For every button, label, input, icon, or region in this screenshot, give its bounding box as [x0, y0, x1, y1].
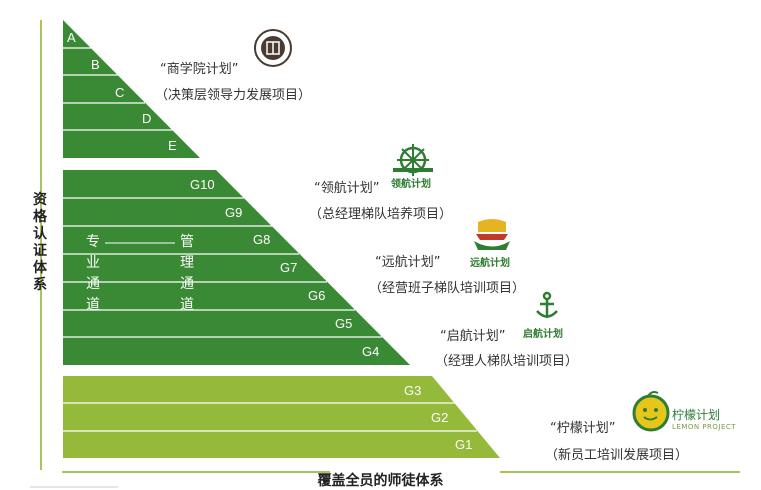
plan-name-business-school: “商学院计划”	[160, 62, 239, 77]
plan-desc-lemon: （新员工培训发展项目）	[545, 448, 689, 463]
seal-icon	[254, 29, 292, 67]
plan-desc-pilot: （总经理梯队培养项目）	[309, 207, 453, 222]
management-track-label: 管理通道	[180, 234, 194, 313]
top-triangle	[63, 20, 200, 158]
top-triangle-dividers	[63, 47, 173, 131]
level-label-g9: G9	[225, 205, 243, 220]
plan-desc-voyage: （经营班子梯队培训项目）	[369, 281, 526, 296]
voyage-logo-text: 远航计划	[470, 258, 510, 269]
bottom-dividers	[63, 402, 477, 432]
track-connectors	[105, 242, 175, 283]
plan-name-pilot: “领航计划”	[314, 181, 380, 196]
level-label-g3: G3	[404, 383, 422, 398]
professional-track-label: 专业通道	[86, 234, 100, 313]
plan-name-voyage: “远航计划”	[375, 255, 441, 270]
level-label-g6: G6	[308, 288, 326, 303]
lemon-logo-text: 柠檬计划	[672, 408, 721, 422]
level-label-g1: G1	[455, 437, 473, 452]
lemon-icon	[632, 391, 670, 432]
plan-desc-business-school: （决策层领导力发展项目）	[155, 88, 312, 103]
level-label-g4: G4	[362, 344, 380, 359]
level-label-g2: G2	[431, 410, 449, 425]
plan-desc-sail: （经理人梯队培训项目）	[435, 354, 579, 369]
level-label-b: B	[91, 57, 100, 72]
anchor-icon	[536, 291, 558, 318]
level-label-a: A	[67, 30, 76, 45]
sail-logo-text: 启航计划	[523, 329, 563, 340]
plan-name-lemon: “柠檬计划”	[550, 421, 616, 436]
pilot-logo-text: 领航计划	[391, 179, 431, 190]
bottom-trapezoid	[63, 376, 500, 458]
middle-trapezoid	[63, 170, 410, 365]
level-label-g7: G7	[280, 260, 298, 275]
plan-name-sail: “启航计划”	[440, 329, 506, 344]
sailboat-icon	[474, 219, 510, 250]
level-label-g10: G10	[190, 177, 215, 192]
level-label-d: D	[142, 111, 152, 126]
level-label-g8: G8	[253, 232, 271, 247]
horizontal-axis-label: 覆盖全员的师徒体系	[317, 473, 444, 489]
level-label-e: E	[168, 138, 177, 153]
level-label-g5: G5	[335, 316, 353, 331]
ship-wheel-icon	[393, 144, 433, 176]
lemon-logo-subtext: LEMON PROJECT	[672, 423, 737, 431]
level-label-c: C	[115, 85, 125, 100]
vertical-axis-label: 资格认证体系	[33, 192, 47, 293]
